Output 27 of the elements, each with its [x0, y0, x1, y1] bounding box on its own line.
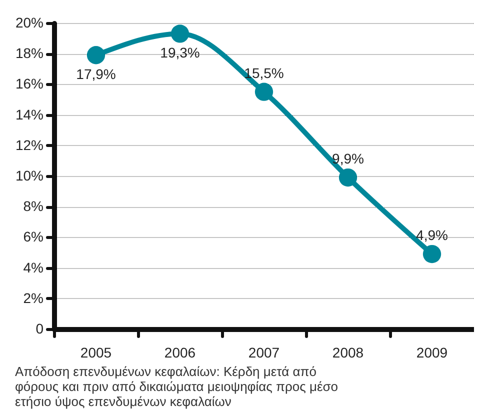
data-label: 19,3%	[160, 44, 200, 61]
text: Απόδοση επενδυμένων κεφαλαίων: Κέρδη μετά από φόρους και πριν από δικαιώματα μειοψηφίας προς μέσο ετήσιο ύψος επενδυμένων κεφαλαίων	[14, 364, 338, 409]
point	[170, 24, 190, 43]
x-tick-label: 2006	[164, 344, 196, 360]
y-tick-label: 14%	[15, 106, 44, 122]
point	[422, 244, 442, 264]
data-label: 4,9%	[416, 227, 448, 244]
y-tick-label: 16%	[15, 76, 44, 92]
data-label: 9,9%	[332, 150, 364, 167]
point	[86, 46, 106, 64]
x-tick-label: 2009	[416, 344, 448, 360]
data-label: 15,5%	[244, 64, 284, 81]
y-tick-label: 18%	[15, 45, 44, 62]
y-tick-label: 10%	[15, 168, 44, 184]
y-tick-label: 4%	[23, 259, 44, 276]
y-tick-label: 0	[36, 320, 44, 336]
point	[338, 168, 358, 187]
x-tick-label: 2007	[248, 344, 280, 360]
x-tick-label: 2008	[332, 344, 364, 360]
y-tick-label: 20%	[15, 14, 44, 30]
x-tick-label: 2005	[80, 344, 112, 360]
y-tick-label: 2%	[23, 290, 44, 306]
y-tick-label: 8%	[23, 198, 44, 214]
data-label: 17,9%	[76, 66, 116, 82]
point	[254, 82, 274, 101]
y-tick-label: 12%	[15, 136, 44, 153]
y-tick-label: 6%	[23, 228, 44, 245]
